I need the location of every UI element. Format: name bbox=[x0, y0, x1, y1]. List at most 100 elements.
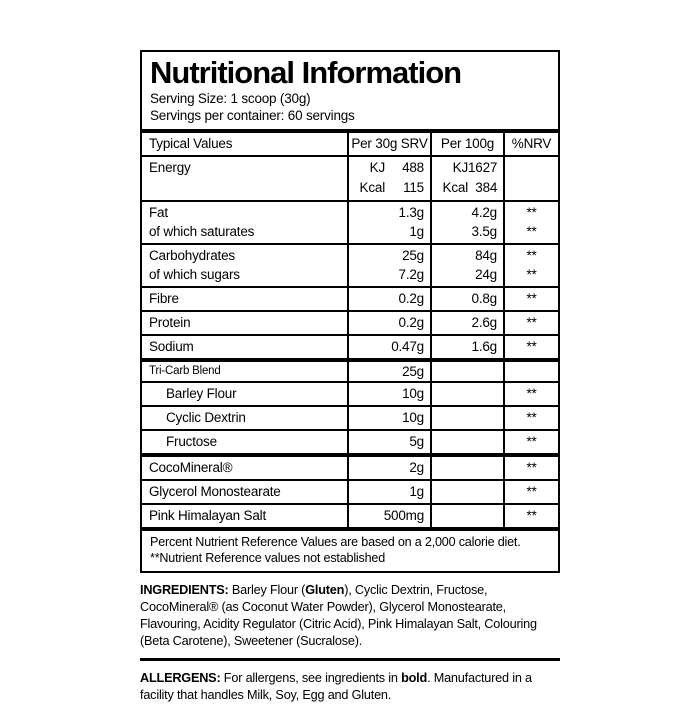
value-per-100g: 0.8g bbox=[430, 288, 503, 310]
nrv-asterisks: ** bbox=[526, 248, 537, 263]
value-per-srv: 2g bbox=[347, 457, 430, 479]
servings-per-container: Servings per container: 60 servings bbox=[150, 108, 355, 123]
table-row-energy: Energy KJ 488 Kcal 115 KJ 1627 Kcal 384 bbox=[142, 155, 558, 200]
nutrient-name: Energy bbox=[149, 160, 191, 175]
table-row-barley-flour: Barley Flour 10g ** bbox=[142, 381, 558, 405]
energy-nrv bbox=[503, 157, 558, 200]
blend-ingredient-name: Cyclic Dextrin bbox=[166, 410, 246, 425]
value-per-100g: 2.6g bbox=[430, 312, 503, 334]
table-row-cyclic-dextrin: Cyclic Dextrin 10g ** bbox=[142, 405, 558, 429]
value: 25g bbox=[402, 248, 424, 263]
value-per-100g bbox=[430, 457, 503, 479]
allergens-bold-word: bold bbox=[401, 671, 428, 685]
table-row-cocomineral: CocoMineral® 2g ** bbox=[142, 453, 558, 479]
value: 1g bbox=[409, 224, 424, 239]
nutrient-name-sub: of which sugars bbox=[149, 267, 240, 282]
value-per-100g bbox=[430, 383, 503, 405]
value-nrv: ** ** bbox=[503, 245, 558, 286]
ingredients-text: ), Cyclic Dextrin, Fructose, CocoMineral… bbox=[140, 583, 537, 648]
value-nrv: ** bbox=[503, 383, 558, 405]
serving-size: Serving Size: 1 scoop (30g) bbox=[150, 91, 311, 106]
value: 1.3g bbox=[398, 205, 425, 220]
section-divider bbox=[140, 658, 560, 661]
nrv-asterisks: ** bbox=[526, 267, 537, 282]
panel-header: Nutritional Information Serving Size: 1 … bbox=[142, 52, 558, 129]
value-per-srv: 25g bbox=[347, 362, 430, 381]
energy-value: 488 bbox=[402, 160, 424, 175]
value-nrv: ** bbox=[503, 431, 558, 453]
value-per-100g: 4.2g 3.5g bbox=[430, 202, 503, 243]
value-per-srv: 1g bbox=[347, 481, 430, 503]
footnote-line: Percent Nutrient Reference Values are ba… bbox=[150, 535, 521, 549]
panel-title: Nutritional Information bbox=[150, 55, 462, 90]
allergens-paragraph: ALLERGENS: For allergens, see ingredient… bbox=[140, 670, 560, 704]
ingredients-text: Barley Flour ( bbox=[228, 583, 306, 597]
nutrient-name: Fibre bbox=[149, 291, 179, 306]
value-per-srv: 25g 7.2g bbox=[347, 245, 430, 286]
value: 4.2g bbox=[471, 205, 498, 220]
value: 7.2g bbox=[398, 267, 425, 282]
value-per-100g bbox=[430, 481, 503, 503]
nutrient-name-main: Fat bbox=[149, 205, 168, 220]
table-header-row: Typical Values Per 30g SRV Per 100g %NRV bbox=[142, 129, 558, 155]
energy-per-100g: KJ 1627 Kcal 384 bbox=[430, 157, 503, 200]
nutrient-name: Glycerol Monostearate bbox=[149, 484, 281, 499]
value-per-srv: 5g bbox=[347, 431, 430, 453]
allergens-text: For allergens, see ingredients in bbox=[220, 671, 402, 685]
energy-value: 384 bbox=[475, 180, 498, 195]
value-per-100g bbox=[430, 407, 503, 429]
value-per-100g bbox=[430, 505, 503, 527]
table-row-fructose: Fructose 5g ** bbox=[142, 429, 558, 453]
value-per-srv: 10g bbox=[347, 407, 430, 429]
blend-ingredient-name: Barley Flour bbox=[166, 386, 237, 401]
value-nrv: ** bbox=[503, 312, 558, 334]
value-per-100g: 1.6g bbox=[430, 336, 503, 358]
table-row-glycerol-monostearate: Glycerol Monostearate 1g ** bbox=[142, 479, 558, 503]
footnote-line: **Nutrient Reference values not establis… bbox=[150, 551, 386, 565]
energy-per-srv: KJ 488 Kcal 115 bbox=[347, 157, 430, 200]
ingredients-paragraph: INGREDIENTS: Barley Flour (Gluten), Cycl… bbox=[140, 582, 560, 650]
col-header-typical-values: Typical Values bbox=[149, 136, 233, 151]
nutrient-name: Pink Himalayan Salt bbox=[149, 508, 267, 523]
value: 3.5g bbox=[471, 224, 498, 239]
energy-unit: KJ bbox=[452, 160, 469, 175]
allergens-label: ALLERGENS: bbox=[140, 671, 221, 685]
col-header-nrv: %NRV bbox=[503, 133, 558, 155]
table-row-fat: Fat of which saturates 1.3g 1g 4.2g 3.5g… bbox=[142, 200, 558, 243]
nutrient-name: Protein bbox=[149, 315, 191, 330]
value-nrv: ** bbox=[503, 457, 558, 479]
value-per-srv: 500mg bbox=[347, 505, 430, 527]
value-per-srv: 1.3g 1g bbox=[347, 202, 430, 243]
nrv-asterisks: ** bbox=[526, 224, 537, 239]
value-nrv: ** ** bbox=[503, 202, 558, 243]
value-nrv: ** bbox=[503, 505, 558, 527]
energy-value: 115 bbox=[403, 180, 424, 195]
nutrient-name: Carbohydrates of which sugars bbox=[142, 245, 347, 286]
table-row-sodium: Sodium 0.47g 1.6g ** bbox=[142, 334, 558, 358]
energy-value: 1627 bbox=[468, 160, 498, 175]
nutrient-name: CocoMineral® bbox=[149, 460, 233, 475]
value-per-100g bbox=[430, 431, 503, 453]
value-per-srv: 0.47g bbox=[347, 336, 430, 358]
energy-unit: Kcal bbox=[359, 180, 386, 195]
nutrient-name: Sodium bbox=[149, 339, 194, 354]
table-row-protein: Protein 0.2g 2.6g ** bbox=[142, 310, 558, 334]
value-per-srv: 0.2g bbox=[347, 312, 430, 334]
table-row-tri-carb-blend: Tri-Carb Blend 25g bbox=[142, 358, 558, 381]
nrv-asterisks: ** bbox=[526, 205, 537, 220]
value-nrv: ** bbox=[503, 288, 558, 310]
nutrient-name-sub: of which saturates bbox=[149, 224, 255, 239]
value-per-100g bbox=[430, 362, 503, 381]
blend-name: Tri-Carb Blend bbox=[149, 365, 221, 377]
label-wrap: Nutritional Information Serving Size: 1 … bbox=[140, 50, 560, 704]
table-row-pink-himalayan-salt: Pink Himalayan Salt 500mg ** bbox=[142, 503, 558, 527]
value-per-srv: 10g bbox=[347, 383, 430, 405]
value-nrv: ** bbox=[503, 407, 558, 429]
energy-unit: Kcal bbox=[442, 180, 469, 195]
value: 24g bbox=[475, 267, 497, 282]
nutrient-name-main: Carbohydrates bbox=[149, 248, 235, 263]
value-nrv: ** bbox=[503, 336, 558, 358]
nutrition-facts-panel: Nutritional Information Serving Size: 1 … bbox=[140, 50, 560, 573]
value-nrv bbox=[503, 362, 558, 381]
